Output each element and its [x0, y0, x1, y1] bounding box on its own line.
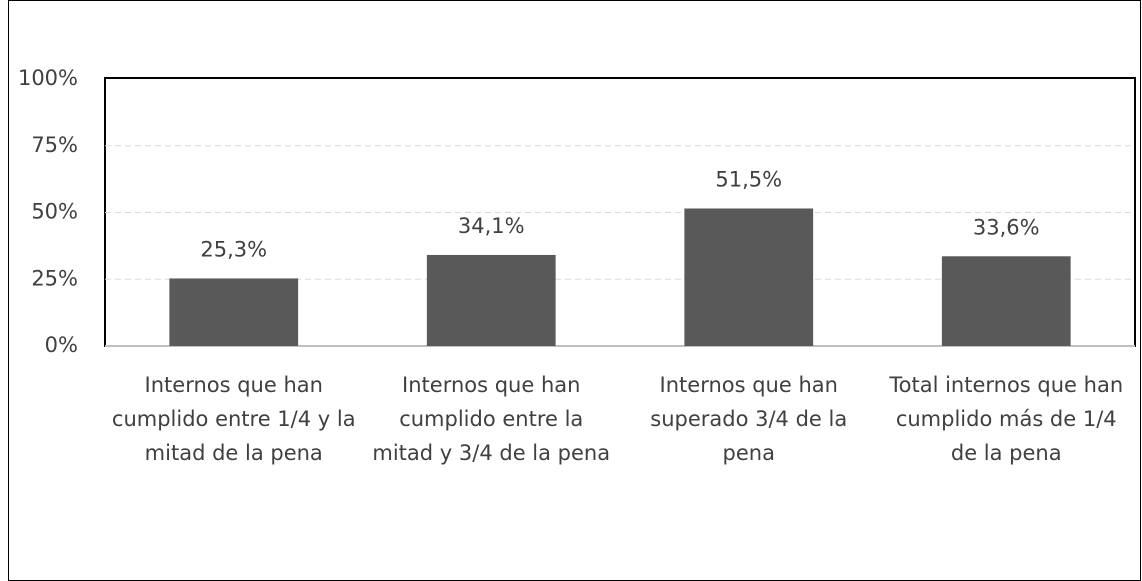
bar — [426, 254, 556, 346]
x-tick-label: Internos que han cumplido entre la mitad… — [372, 373, 611, 465]
bar — [941, 256, 1071, 346]
y-tick-label: 100% — [18, 66, 78, 90]
data-label: 33,6% — [973, 215, 1040, 239]
x-tick-label: Internos que han cumplido entre 1/4 y la… — [111, 373, 356, 465]
x-tick-label: Total internos que han cumplido más de 1… — [889, 373, 1124, 465]
data-label: 34,1% — [458, 214, 525, 238]
data-label: 51,5% — [715, 167, 782, 191]
y-tick-label: 0% — [45, 333, 78, 357]
y-tick-label: 25% — [31, 266, 78, 290]
y-tick-label: 75% — [31, 133, 78, 157]
data-label: 25,3% — [200, 237, 267, 261]
bar — [684, 208, 814, 346]
bar — [169, 278, 299, 346]
x-tick-label: Internos que han superado 3/4 de la pena — [650, 373, 848, 465]
y-tick-label: 50% — [31, 200, 78, 224]
